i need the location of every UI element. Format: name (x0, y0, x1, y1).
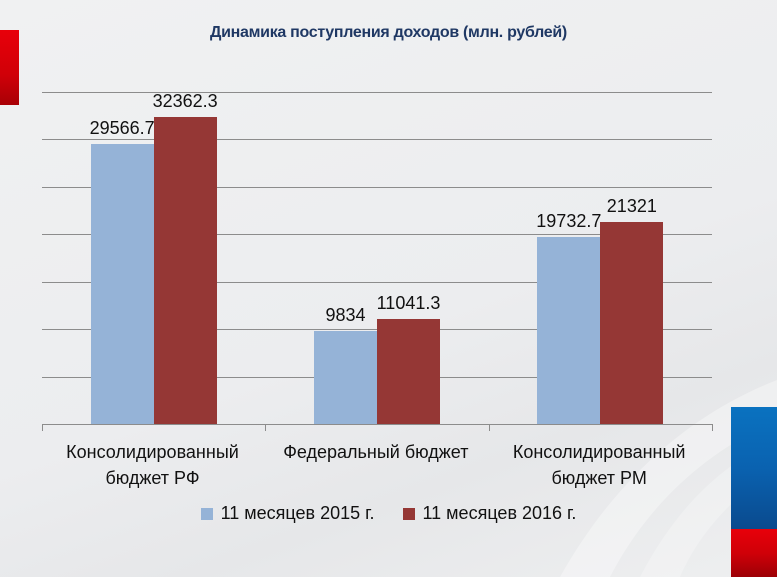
category-label: Федеральный бюджет (283, 442, 469, 462)
gridline (42, 281, 712, 283)
bar (314, 330, 377, 424)
legend: 11 месяцев 2015 г. 11 месяцев 2016 г. (0, 503, 777, 524)
gridline (42, 186, 712, 188)
gridline (42, 139, 712, 141)
data-label: 11041.3 (376, 293, 441, 314)
data-label: 32362.3 (152, 91, 218, 112)
x-axis-tick (712, 424, 713, 431)
flag-red-stripe (731, 529, 777, 577)
data-label: 19732.7 (536, 210, 602, 231)
category-label: Консолидированный бюджет РФ (66, 442, 239, 488)
legend-swatch-icon (402, 507, 415, 520)
legend-label: 11 месяцев 2016 г. (422, 503, 577, 523)
category-label: Консолидированный бюджет РМ (512, 442, 686, 488)
bar (153, 117, 217, 424)
legend-item: 11 месяцев 2015 г. (200, 503, 375, 524)
bar (377, 319, 440, 424)
flag-blue-stripe (731, 407, 777, 529)
data-label: 21321 (606, 195, 657, 216)
left-red-accent (0, 30, 19, 105)
legend-swatch-icon (200, 507, 213, 520)
x-axis-tick (265, 424, 267, 431)
x-axis-line (42, 424, 712, 425)
data-label: 29566.7 (89, 117, 155, 138)
bar (90, 143, 154, 424)
x-axis-tick (42, 424, 43, 431)
chart-title: Динамика поступления доходов (млн. рубле… (210, 24, 567, 41)
gridline (42, 234, 712, 236)
bar (537, 236, 601, 424)
bar (600, 221, 664, 424)
data-label: 9834 (325, 304, 366, 325)
plot-area: 29566.7 32362.3 9834 11041.3 19732.7 21321 (42, 91, 713, 431)
gridline (42, 92, 712, 93)
legend-label: 11 месяцев 2015 г. (220, 503, 375, 523)
legend-item: 11 месяцев 2016 г. (402, 503, 577, 524)
x-axis-tick (488, 424, 490, 431)
